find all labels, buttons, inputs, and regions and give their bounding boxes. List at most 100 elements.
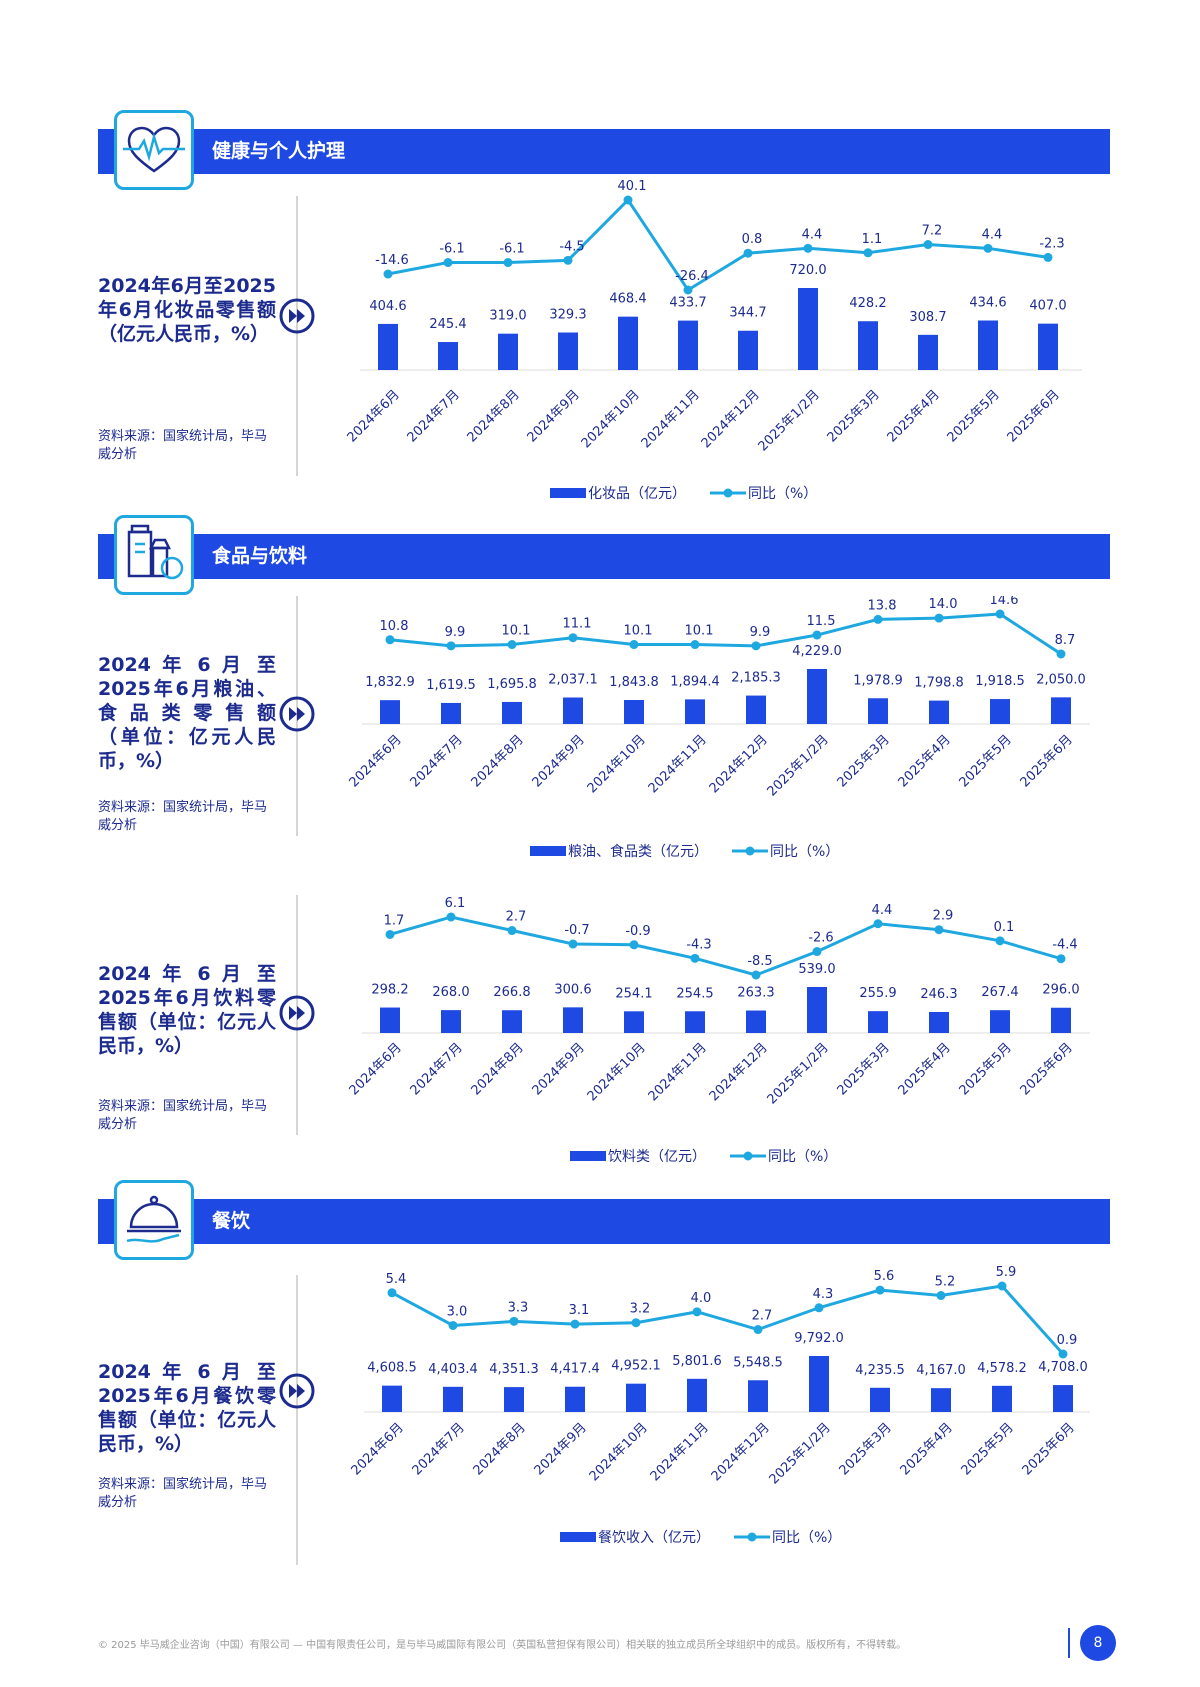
bar [1038, 323, 1058, 370]
x-tick-label: 2024年11月 [639, 387, 703, 451]
bar [502, 701, 522, 724]
x-tick-label: 2025年6月 [1018, 732, 1076, 790]
bar-value-label: 539.0 [798, 962, 835, 977]
yoy-value-label: -26.4 [675, 269, 709, 284]
yoy-value-label: -8.5 [747, 954, 772, 969]
x-tick-label: 2025年3月 [825, 387, 883, 445]
bar-value-label: 300.6 [554, 982, 591, 997]
x-tick-label: 2024年11月 [646, 732, 710, 796]
panel-source: 资料来源：国家统计局，毕马威分析 [98, 1477, 268, 1510]
panel-title: 2024 年 6 月 至 2025年6月饮料零售额（单位：亿元人民币，%） [98, 963, 276, 1057]
bar-value-label: 344.7 [729, 306, 766, 321]
bar-value-label: 1,695.8 [487, 677, 537, 692]
yoy-value-label: 4.4 [872, 903, 893, 918]
x-tick-label: 2024年12月 [699, 387, 763, 451]
yoy-point [923, 240, 933, 250]
yoy-value-label: 10.8 [380, 619, 409, 634]
bar-value-label: 255.9 [859, 986, 896, 1001]
bar-value-label: 266.8 [493, 985, 530, 1000]
yoy-point [812, 947, 822, 957]
bar [624, 1011, 644, 1033]
bar-value-label: 407.0 [1029, 299, 1066, 314]
yoy-value-label: 4.4 [802, 227, 823, 242]
fast-forward-icon [279, 1373, 315, 1409]
legend-line-marker [745, 846, 755, 856]
yoy-point [1043, 252, 1053, 262]
yoy-point [995, 609, 1005, 619]
yoy-value-label: 2.7 [752, 1309, 773, 1324]
legend-bar-swatch [560, 1532, 596, 1542]
heart-pulse-icon [114, 110, 194, 190]
bar [380, 700, 400, 724]
x-tick-label: 2025年4月 [896, 732, 954, 790]
x-tick-label: 2025年6月 [1020, 1420, 1078, 1478]
x-tick-label: 2024年9月 [530, 732, 588, 790]
yoy-point [863, 248, 873, 258]
bar [798, 288, 818, 370]
bar [380, 1007, 400, 1033]
x-tick-label: 2025年5月 [957, 1040, 1015, 1098]
bar [438, 342, 458, 370]
x-tick-label: 2024年9月 [525, 387, 583, 445]
yoy-value-label: 8.7 [1055, 633, 1076, 648]
bar-value-label: 268.0 [432, 985, 469, 1000]
bar [868, 698, 888, 724]
x-tick-label: 2024年12月 [707, 732, 771, 796]
bar [918, 334, 938, 370]
section-title-health: 健康与个人护理 [212, 140, 346, 162]
yoy-point [1056, 954, 1066, 964]
legend-line-marker [723, 488, 733, 498]
yoy-point [383, 269, 393, 279]
bar [678, 320, 698, 370]
x-tick-label: 2025年5月 [959, 1420, 1017, 1478]
yoy-value-label: 14.6 [990, 596, 1019, 608]
yoy-line [389, 915, 1062, 977]
yoy-value-label: -0.9 [625, 924, 650, 939]
yoy-value-label: 4.0 [691, 1291, 712, 1306]
yoy-value-label: 0.9 [1057, 1333, 1078, 1348]
x-tick-label: 2025年4月 [896, 1040, 954, 1098]
yoy-point [753, 1325, 763, 1335]
x-tick-label: 2025年5月 [945, 387, 1003, 445]
yoy-point [1056, 649, 1066, 659]
section-band-catering [98, 1199, 1110, 1244]
bar-value-label: 4,403.4 [428, 1362, 478, 1377]
bar-value-label: 4,608.5 [367, 1361, 417, 1376]
page-number: 8 [1080, 1625, 1116, 1661]
bar-value-label: 4,229.0 [792, 644, 842, 659]
yoy-value-label: 5.2 [935, 1275, 956, 1290]
yoy-point [803, 243, 813, 253]
legend-line-marker [747, 1532, 757, 1542]
yoy-value-label: -4.3 [686, 937, 711, 952]
yoy-value-label: -4.5 [559, 239, 584, 254]
bar-value-label: 4,167.0 [916, 1363, 966, 1378]
bar-value-label: 267.4 [981, 985, 1018, 1000]
bar [498, 333, 518, 370]
yoy-line [391, 1284, 1065, 1356]
x-tick-label: 2025年4月 [898, 1420, 956, 1478]
x-tick-label: 2024年12月 [707, 1040, 771, 1104]
chart-catering-svg: 4,608.5 4,403.4 4,351.3 4,417.4 4,952.1 5,801… [349, 1265, 1097, 1546]
bar-value-label: 319.0 [489, 309, 526, 324]
chart-catering: 4,608.5 4,403.4 4,351.3 4,417.4 4,952.1 5,801… [330, 1262, 1097, 1566]
x-tick-label: 2024年6月 [347, 732, 405, 790]
bar-value-label: 4,578.2 [977, 1361, 1027, 1376]
yoy-value-label: 4.4 [982, 227, 1003, 242]
yoy-value-label: 4.3 [813, 1287, 834, 1302]
food-drink-icon [114, 515, 194, 595]
bar [563, 1007, 583, 1033]
x-tick-label: 2025年1/2月 [765, 1040, 832, 1107]
yoy-point [751, 970, 761, 980]
yoy-point [629, 640, 639, 650]
bar [807, 669, 827, 724]
x-tick-label: 2024年10月 [585, 732, 649, 796]
yoy-point [875, 1285, 885, 1295]
x-tick-label: 2024年7月 [408, 1040, 466, 1098]
yoy-value-label: -2.6 [808, 931, 833, 946]
bar [1051, 1007, 1071, 1033]
yoy-point [568, 939, 578, 949]
bar-value-label: 720.0 [789, 263, 826, 278]
yoy-point [387, 1288, 397, 1298]
x-tick-label: 2025年4月 [885, 387, 943, 445]
yoy-value-label: 2.7 [506, 910, 527, 925]
